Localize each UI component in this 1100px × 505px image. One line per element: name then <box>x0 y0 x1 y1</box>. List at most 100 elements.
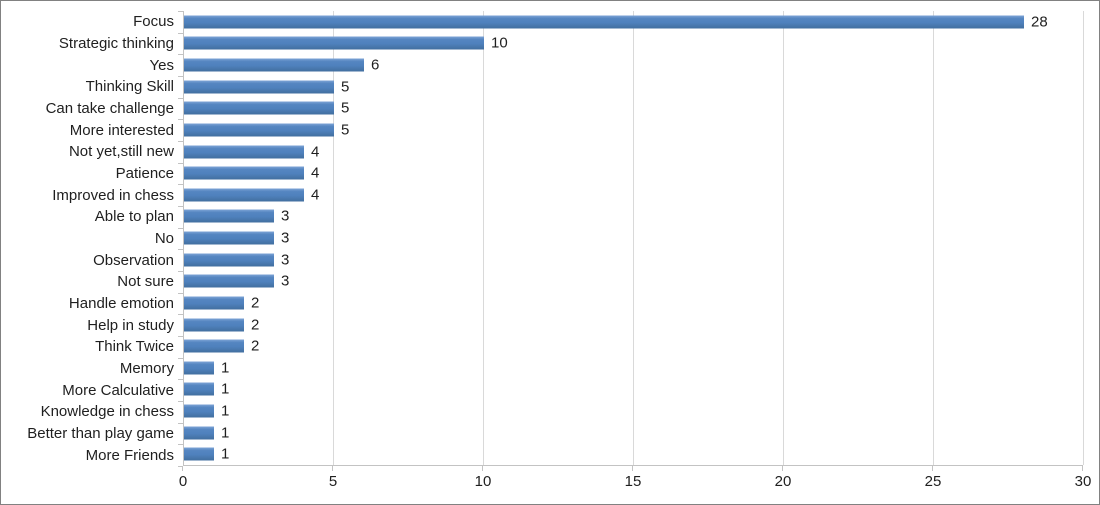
y-axis-tick <box>178 401 183 402</box>
bar <box>184 404 214 418</box>
value-label: 1 <box>221 359 230 377</box>
bar <box>184 361 214 375</box>
chart-row: 3 <box>184 249 1083 271</box>
y-axis-tick <box>178 98 183 99</box>
value-label: 5 <box>341 78 350 96</box>
bar-rows: 28 10 6 5 5 5 4 4 4 3 3 3 3 2 2 2 1 1 1 1 1 <box>184 11 1083 465</box>
value-label: 1 <box>221 380 230 398</box>
y-axis-tick <box>178 336 183 337</box>
value-label: 2 <box>251 316 260 334</box>
bar <box>184 36 484 50</box>
y-axis-tick <box>178 249 183 250</box>
bar <box>184 101 334 115</box>
chart-row: 3 <box>184 271 1083 293</box>
chart-row: 10 <box>184 33 1083 55</box>
category-label: Not yet,still new <box>68 143 174 161</box>
y-axis-tick <box>178 11 183 12</box>
category-label: Focus <box>133 13 174 31</box>
category-label: Observation <box>93 251 174 269</box>
bar <box>184 80 334 94</box>
y-axis-tick <box>178 206 183 207</box>
bar <box>184 426 214 440</box>
chart-row: 2 <box>184 292 1083 314</box>
x-axis-tick <box>1082 466 1083 471</box>
x-axis-tick <box>632 466 633 471</box>
plot-area: 28 10 6 5 5 5 4 4 4 3 3 3 3 2 2 2 1 1 1 1 1 <box>183 11 1084 466</box>
y-axis-tick <box>178 141 183 142</box>
y-axis-tick <box>178 271 183 272</box>
chart-row: 4 <box>184 184 1083 206</box>
value-label: 1 <box>221 445 230 463</box>
x-tick-label: 15 <box>624 473 642 490</box>
value-label: 28 <box>1031 13 1048 31</box>
chart-row: 1 <box>184 400 1083 422</box>
y-axis-tick <box>178 228 183 229</box>
x-tick-label: 5 <box>328 473 338 490</box>
chart-row: 5 <box>184 76 1083 98</box>
category-label: Help in study <box>87 316 174 334</box>
x-axis-tick <box>782 466 783 471</box>
gridline <box>483 11 484 465</box>
category-label: Improved in chess <box>52 186 174 204</box>
gridline <box>333 11 334 465</box>
chart-row: 4 <box>184 162 1083 184</box>
bar <box>184 209 274 223</box>
bar <box>184 145 304 159</box>
chart-row: 28 <box>184 11 1083 33</box>
chart-row: 3 <box>184 206 1083 228</box>
chart-row: 6 <box>184 54 1083 76</box>
y-axis-tick <box>178 76 183 77</box>
value-label: 4 <box>311 143 320 161</box>
chart-row: 1 <box>184 422 1083 444</box>
bar <box>184 15 1024 29</box>
category-label: Patience <box>115 165 174 183</box>
value-label: 1 <box>221 402 230 420</box>
gridline <box>1083 11 1084 465</box>
category-label: Strategic thinking <box>58 35 174 52</box>
chart-row: 2 <box>184 314 1083 336</box>
x-tick-label: 0 <box>178 473 188 490</box>
y-axis-tick <box>178 54 183 55</box>
chart-row: 5 <box>184 119 1083 141</box>
value-label: 5 <box>341 121 350 139</box>
y-axis-tick <box>178 466 183 467</box>
value-label: 3 <box>281 251 290 269</box>
category-label: Able to plan <box>94 208 174 226</box>
y-axis-tick <box>178 444 183 445</box>
bar <box>184 58 364 72</box>
y-axis-tick <box>178 184 183 185</box>
x-axis-tick <box>182 466 183 471</box>
gridline <box>933 11 934 465</box>
bar <box>184 123 334 137</box>
bar <box>184 447 214 461</box>
category-label: Memory <box>119 360 174 378</box>
category-label: Thinking Skill <box>85 78 174 96</box>
bar <box>184 231 274 245</box>
value-label: 6 <box>371 56 380 74</box>
gridline <box>783 11 784 465</box>
bar <box>184 253 274 267</box>
category-label: Better than play game <box>27 425 174 443</box>
y-axis-tick <box>178 379 183 380</box>
y-axis-tick <box>178 293 183 294</box>
chart-row: 1 <box>184 379 1083 401</box>
bar <box>184 382 214 396</box>
category-axis: Focus Strategic thinking Yes Thinking Skill… <box>1 11 174 466</box>
y-axis-tick <box>178 163 183 164</box>
value-label: 3 <box>281 272 290 290</box>
x-axis-tick <box>932 466 933 471</box>
value-label: 5 <box>341 99 350 117</box>
bar <box>184 318 244 332</box>
value-label: 2 <box>251 337 260 355</box>
chart-row: 2 <box>184 335 1083 357</box>
category-label: Can take challenge <box>45 100 174 118</box>
chart-row: 3 <box>184 227 1083 249</box>
category-label: Not sure <box>117 273 174 291</box>
category-label: More Calculative <box>62 381 174 399</box>
category-label: Handle emotion <box>68 295 174 313</box>
category-label: Think Twice <box>95 338 174 356</box>
value-label: 3 <box>281 229 290 247</box>
y-axis-tick <box>178 119 183 120</box>
x-axis-tick <box>482 466 483 471</box>
value-label: 4 <box>311 186 320 204</box>
